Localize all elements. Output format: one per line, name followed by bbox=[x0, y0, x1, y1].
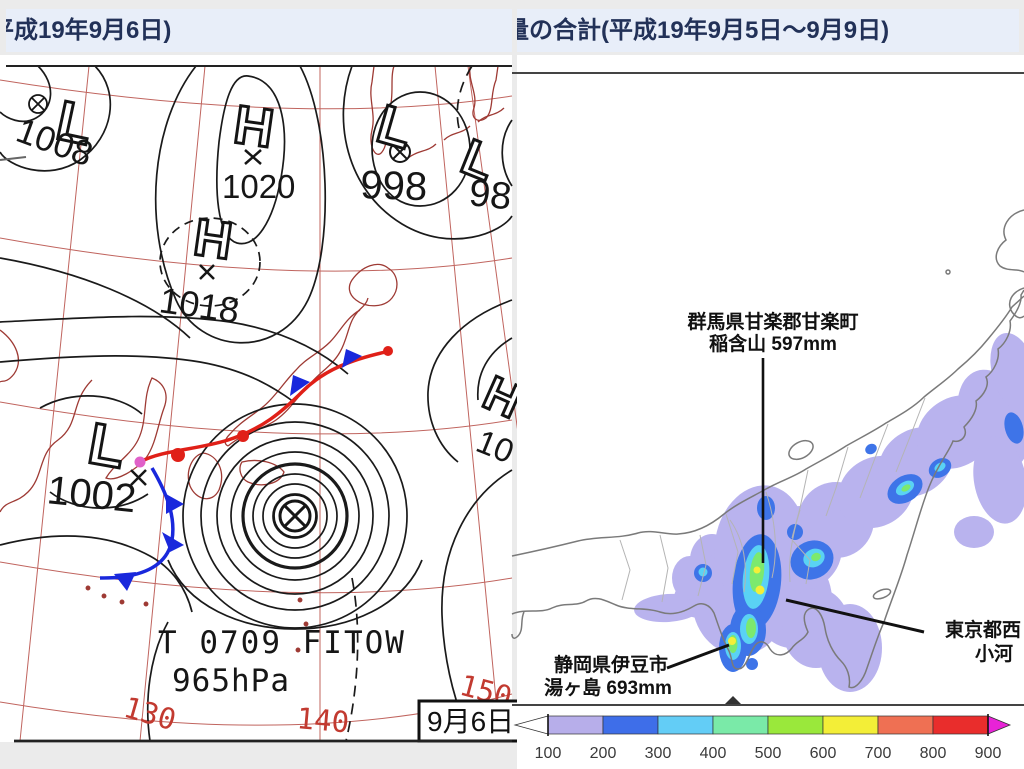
typhoon-label: T 0709 FITOW 965hPa bbox=[158, 625, 406, 699]
colorbar-tick: 700 bbox=[865, 745, 892, 762]
pressure-value: 98 bbox=[467, 172, 513, 218]
typhoon-pressure: 965hPa bbox=[172, 663, 290, 699]
colorbar-segment bbox=[712, 715, 769, 735]
pressure-value: 1002 bbox=[45, 468, 138, 521]
colorbar-tick: 900 bbox=[975, 745, 1002, 762]
colorbar-tick: 100 bbox=[535, 745, 562, 762]
gunma-annotation-line1: 群馬県甘楽郡甘楽町 bbox=[686, 310, 858, 333]
colorbar-tick-labels: 100 200 300 400 500 600 700 800 900 bbox=[535, 745, 1002, 762]
cold-front-triangles bbox=[114, 349, 362, 591]
colorbar-tick: 400 bbox=[700, 745, 727, 762]
warm-front-pips bbox=[171, 346, 393, 462]
tokyo-leader-line bbox=[785, 598, 925, 634]
shizuoka-annotation-line1: 静岡県伊豆市 bbox=[554, 653, 668, 676]
surface-weather-chart: L 1008 H 1020 H 1018 L 998 L 98 H 10 L 1… bbox=[0, 55, 561, 743]
date-box: 9月6日 bbox=[417, 699, 521, 743]
low-centre-icon bbox=[28, 94, 48, 114]
high-letter: H bbox=[190, 208, 235, 271]
right-header-title: 量の合計(平成19年9月5日～9月9日) bbox=[517, 17, 890, 44]
colorbar-tick: 500 bbox=[755, 745, 782, 762]
high-letter: H bbox=[230, 94, 277, 159]
tokyo-annotation-line2: 小河 bbox=[975, 643, 1013, 665]
pressure-value: 1020 bbox=[222, 168, 295, 205]
japan-coastline bbox=[511, 209, 1024, 689]
colorbar-tick: 600 bbox=[810, 745, 837, 762]
colorbar-segment bbox=[877, 715, 934, 735]
precip-shading-level5 bbox=[728, 566, 765, 645]
left-chart-background bbox=[0, 55, 512, 742]
colorbar-tick: 200 bbox=[590, 745, 617, 762]
precip-colorbar: 100 200 300 400 500 600 700 800 900 bbox=[513, 714, 1012, 762]
tokyo-annotation-line1: 東京都西 bbox=[945, 618, 1021, 641]
precipitation-map: 群馬県甘楽郡甘楽町 稲含山 597mm 静岡県伊豆市 湯ヶ島 693mm 東京都… bbox=[511, 55, 1024, 769]
high-centre-x-icon bbox=[130, 149, 262, 486]
colorbar-segment bbox=[657, 715, 714, 735]
precip-shading-level2 bbox=[694, 412, 1024, 672]
right-header-band: 量の合計(平成19年9月5日～9月9日) bbox=[517, 9, 1019, 52]
colorbar-segment bbox=[767, 715, 824, 735]
typhoon-centre-icon bbox=[273, 494, 317, 538]
left-header-band: 平成19年9月6日) bbox=[6, 9, 512, 52]
typhoon-id-name: T 0709 FITOW bbox=[158, 625, 406, 661]
date-box-label: 9月6日 bbox=[427, 706, 514, 737]
longitude-label: 140 bbox=[295, 701, 350, 739]
station-annotations: 群馬県甘楽郡甘楽町 稲含山 597mm 静岡県伊豆市 湯ヶ島 693mm 東京都… bbox=[544, 310, 1021, 699]
colorbar-tick: 300 bbox=[645, 745, 672, 762]
prefecture-borders bbox=[619, 397, 926, 603]
left-header-title: 平成19年9月6日) bbox=[6, 17, 172, 44]
colorbar-segment bbox=[932, 715, 989, 735]
annotation-leader-lines bbox=[666, 358, 925, 670]
weather-fronts bbox=[99, 346, 393, 591]
isobars bbox=[0, 65, 513, 742]
pressure-value: 998 bbox=[360, 163, 428, 209]
colorbar-segment bbox=[547, 715, 604, 735]
low-centre-icon bbox=[389, 141, 411, 163]
oshima-island-mark bbox=[725, 696, 741, 704]
shizuoka-annotation-line2: 湯ヶ島 693mm bbox=[544, 676, 672, 699]
colorbar-tick: 800 bbox=[920, 745, 947, 762]
pressure-centre-symbols bbox=[28, 94, 411, 538]
gunma-annotation-line2: 稲含山 597mm bbox=[709, 332, 837, 355]
colorbar-segment bbox=[602, 715, 659, 735]
colorbar-segment bbox=[822, 715, 879, 735]
shizuoka-leader-line bbox=[666, 643, 730, 670]
front-start-dot bbox=[134, 456, 146, 468]
coastlines bbox=[0, 65, 505, 653]
